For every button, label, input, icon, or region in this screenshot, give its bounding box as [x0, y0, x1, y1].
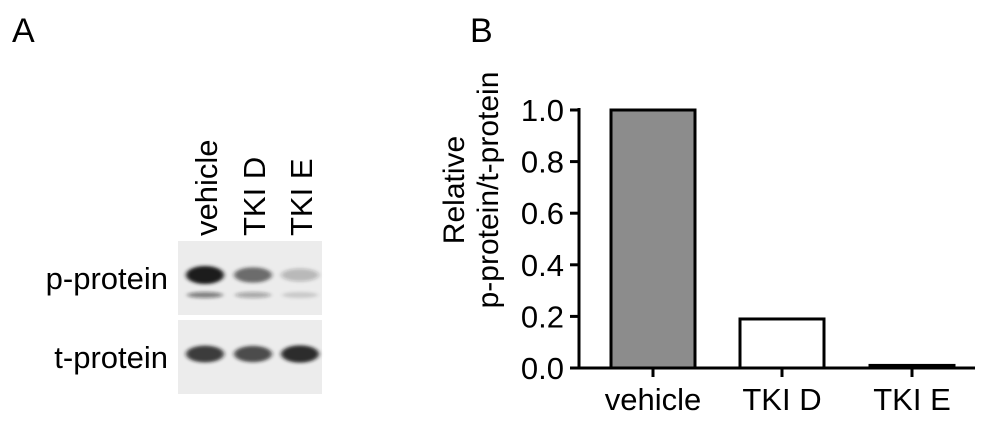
- y-tick-label: 0.6: [521, 196, 564, 231]
- blot-band: [234, 345, 272, 363]
- bar-chart-panel: Relative p-protein/t-protein 0.0 0.2 0.4 0.6…: [420, 0, 1000, 423]
- panel-b-letter: B: [470, 12, 493, 50]
- blot-band: [186, 345, 224, 363]
- bar-vehicle: [609, 108, 697, 370]
- y-tick-label: 0.8: [521, 145, 564, 180]
- blot-row-label: p-protein: [46, 261, 168, 296]
- bar-tki-d: [738, 317, 826, 370]
- x-tick-label: vehicle: [605, 382, 702, 417]
- lane-label: TKI E: [284, 158, 319, 236]
- western-blot-figure: vehicle TKI D TKI E p-protein t-protein: [46, 140, 322, 394]
- y-tick-label: 0.4: [521, 248, 564, 283]
- blot-band: [234, 267, 272, 298]
- y-axis-label: p-protein/t-protein: [472, 72, 505, 309]
- blot-band: [281, 268, 319, 298]
- lane-label: TKI D: [237, 157, 272, 236]
- y-tick-label: 0.0: [521, 351, 564, 386]
- y-axis-label: Relative: [438, 136, 471, 244]
- y-tick-label: 0.2: [521, 299, 564, 334]
- lane-label: vehicle: [189, 140, 224, 237]
- y-tick-label: 1.0: [521, 93, 564, 128]
- western-blot-panel: vehicle TKI D TKI E p-protein t-protein: [0, 0, 420, 423]
- panel-a-letter: A: [12, 12, 35, 50]
- bar-chart: Relative p-protein/t-protein 0.0 0.2 0.4 0.6…: [438, 72, 975, 417]
- blot-band: [186, 266, 224, 298]
- blot-band: [281, 345, 319, 363]
- x-tick-label: TKI D: [742, 382, 821, 417]
- blot-row-label: t-protein: [54, 340, 168, 375]
- x-tick-label: TKI E: [873, 382, 951, 417]
